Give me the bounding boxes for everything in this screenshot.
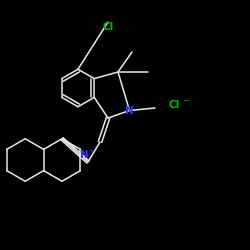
Text: N: N <box>125 106 134 116</box>
Text: +: + <box>88 148 94 154</box>
Text: Cl: Cl <box>102 22 114 32</box>
Text: N: N <box>80 150 88 160</box>
Text: −: − <box>182 96 188 105</box>
Text: Cl: Cl <box>168 100 179 110</box>
